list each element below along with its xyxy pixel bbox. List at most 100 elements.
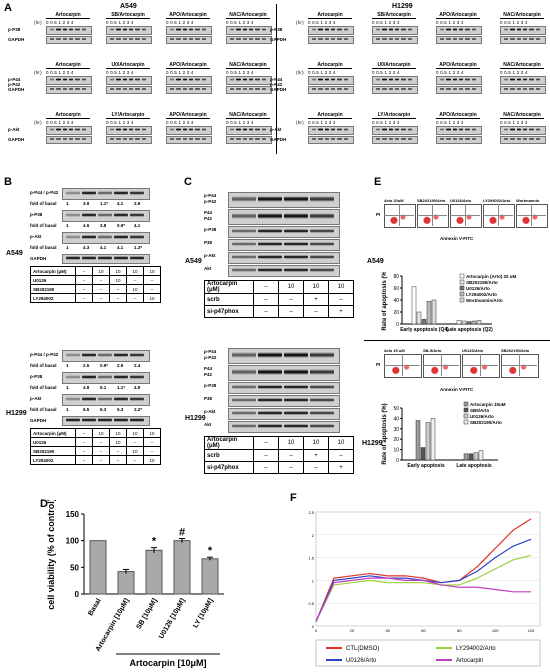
panel-a-gapdh-band: [516, 87, 521, 91]
panel-c-h1299-band: [284, 398, 308, 402]
panel-e-top-quad-h: [483, 215, 513, 216]
panel-b-a549-band: [82, 191, 96, 195]
y-tick-label: 50: [393, 406, 399, 412]
panel-a-top-band: [189, 78, 194, 81]
panel-a-gapdh-band: [116, 137, 121, 141]
panel-b-cell-h1299: H1299: [6, 410, 27, 417]
panel-a-gapdh-band: [523, 37, 528, 41]
panel-a-top-band: [110, 128, 115, 131]
panel-c-a549-band: [232, 255, 256, 259]
x-tick-label: 100: [492, 628, 499, 633]
panel-a-gapdh-band: [170, 87, 175, 91]
panel-a-top-band: [261, 28, 266, 31]
significance-mark: *: [208, 545, 213, 557]
panel-a-right-row3-header: LY/Artocarpin: [372, 112, 416, 119]
panel-a-gapdh-band: [81, 87, 86, 91]
panel-a-top-band: [135, 78, 140, 81]
panel-a-gapdh-band: [331, 87, 336, 91]
table-cell: –: [92, 284, 110, 294]
panel-a-timepoints: 0 0.5 1 2 3 4: [166, 70, 194, 75]
panel-c-h1299-band: [284, 385, 308, 389]
panel-b-a549-protein-label: p-Akt: [30, 234, 42, 239]
table-cell: –: [303, 461, 329, 474]
panel-c-a549-band: [258, 213, 282, 219]
panel-a-gapdh-band: [452, 37, 457, 41]
panel-label-d: D: [40, 498, 48, 510]
panel-b-a549-band: [98, 235, 112, 239]
panel-a-top-band: [465, 128, 470, 131]
panel-b-fold-label: fold of basal: [30, 407, 57, 412]
panel-b-fold-value: 6.5: [83, 407, 90, 412]
panel-c-a549-band: [232, 196, 256, 202]
panel-a-top-band: [261, 128, 266, 131]
panel-a-top-band: [176, 28, 181, 31]
table-cell: –: [75, 446, 93, 456]
panel-a-top-band: [510, 28, 515, 31]
panel-a-top-band: [459, 128, 464, 131]
legend-label: SB5/Arto: [470, 408, 490, 413]
legend-label: Artocarpin 15uM: [470, 402, 506, 407]
panel-a-timepoints: 0 0.5 1 2 3 4: [436, 20, 464, 25]
panel-a-top-band: [56, 28, 61, 31]
table-cell: –: [109, 446, 127, 456]
panel-c-a549-band: [258, 242, 282, 246]
panel-a-gapdh-band: [122, 137, 127, 141]
panel-a-protein-label-p42: p-P42: [270, 82, 283, 87]
panel-a-top-band: [129, 78, 134, 81]
panel-b-fold-value: 4.1: [117, 245, 124, 250]
panel-b-fold-value: 6.3: [100, 407, 107, 412]
panel-a-top-band: [189, 128, 194, 131]
legend-swatch: [463, 413, 469, 419]
panel-a-right-row3-header: Artocarpin: [308, 112, 352, 119]
panel-a-gapdh-band: [337, 137, 342, 141]
panel-a-timepoints: 0 0.5 1 2 3 4: [166, 20, 194, 25]
panel-b-fold-value: 2.5: [83, 363, 90, 368]
panel-a-top-band: [510, 78, 515, 81]
panel-c-h1299-band: [284, 424, 308, 428]
panel-a-gapdh-band: [261, 87, 266, 91]
panel-a-gapdh-band: [230, 37, 235, 41]
y-tick-label: 80: [393, 274, 399, 280]
panel-a-gapdh-band: [452, 137, 457, 141]
panel-a-gapdh-band: [504, 137, 509, 141]
panel-a-top-band: [318, 28, 323, 31]
panel-c-h1299-band: [310, 398, 334, 402]
panel-e-top-flow-title: U0126/Arto: [450, 198, 472, 203]
panel-a-gapdh-band: [110, 137, 115, 141]
panel-c-h1299-band: [232, 424, 256, 428]
legend-label: SB202190/Arto: [470, 420, 502, 425]
panel-a-right-row1-header: APO/Artocarpin: [436, 12, 480, 19]
panel-e-axis-x-top: Annexin V-FITC: [440, 236, 474, 241]
bar: [426, 300, 432, 325]
bar: [416, 311, 422, 325]
plot-area: [315, 511, 541, 627]
panel-b-h1299-band: [114, 397, 128, 401]
panel-b-h1299-band: [82, 353, 96, 357]
panel-a-top-band: [324, 78, 329, 81]
panel-a-protein-label: p-Akt: [270, 127, 282, 132]
panel-a-gapdh-band: [440, 37, 445, 41]
panel-b-fold-label: fold of basal: [30, 385, 57, 390]
panel-b-a549-treatment-table: Artocarpin (μM) –10 10 10 10 U0126– –10– – SB202…: [30, 266, 161, 303]
panel-a-top-band: [261, 78, 266, 81]
y-tick-label: 20: [393, 310, 399, 316]
panel-a-gapdh-band: [446, 37, 451, 41]
panel-c-h1299-band: [310, 411, 334, 415]
panel-a-gapdh-band: [446, 87, 451, 91]
table-cell: –: [92, 446, 110, 456]
panel-a-top-band: [395, 128, 400, 131]
panel-a-top-band: [110, 78, 115, 81]
table-row-label: scrb: [204, 449, 254, 462]
panel-a-gapdh-band: [516, 37, 521, 41]
panel-a-gapdh-band: [407, 87, 412, 91]
panel-e-bottom-flow-plot: [462, 354, 500, 378]
panel-b-fold-value: 3.9: [83, 201, 90, 206]
panel-a-gapdh-band: [141, 137, 146, 141]
legend-swatch: [459, 279, 465, 285]
table-cell: –: [109, 293, 127, 303]
panel-a-gapdh-band: [324, 37, 329, 41]
table-cell: 10: [109, 275, 127, 285]
panel-a-gapdh-band: [337, 37, 342, 41]
panel-a-gapdh-band: [459, 87, 464, 91]
panel-a-top-band: [318, 78, 323, 81]
